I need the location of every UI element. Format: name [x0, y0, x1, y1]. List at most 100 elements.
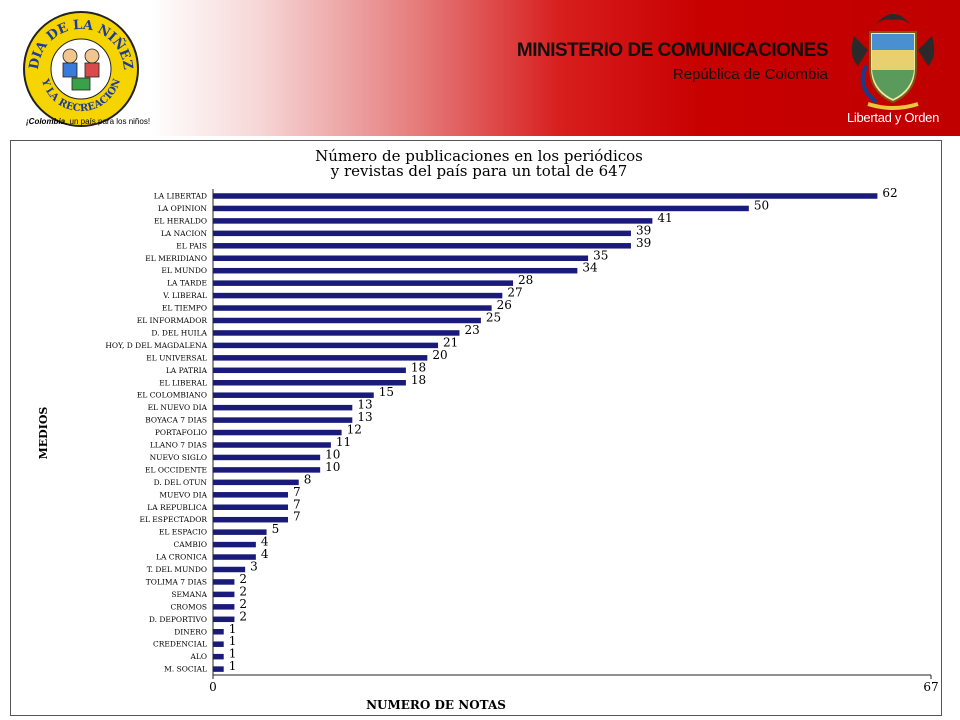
bar	[213, 529, 267, 535]
category-label: CREDENCIAL	[153, 640, 207, 649]
category-label: EL MUNDO	[161, 266, 207, 275]
category-label: EL PAIS	[176, 241, 207, 250]
x-tick-label: 67	[923, 680, 938, 694]
value-label: 34	[582, 261, 598, 275]
value-label: 1	[229, 634, 237, 648]
category-label: HOY, D DEL MAGDALENA	[105, 341, 207, 350]
category-label: EL OCCIDENTE	[145, 465, 207, 474]
x-axis-label: NUMERO DE NOTAS	[366, 698, 506, 712]
category-label: TOLIMA 7 DIAS	[146, 577, 207, 586]
motto: Libertad y Orden	[846, 110, 940, 125]
bar	[213, 218, 653, 224]
value-label: 12	[347, 423, 362, 437]
category-label: D. DEL OTUN	[154, 478, 208, 487]
category-label: LA REPUBLICA	[147, 503, 207, 512]
bar	[213, 579, 235, 585]
category-label: LA TARDE	[167, 279, 207, 288]
bar	[213, 417, 353, 423]
category-label: EL HERALDO	[154, 216, 207, 225]
category-label: EL ESPACIO	[159, 528, 207, 537]
bar	[213, 255, 589, 261]
bar	[213, 442, 331, 448]
value-label: 26	[497, 298, 512, 312]
bar	[213, 392, 374, 398]
value-label: 1	[229, 659, 237, 673]
value-label: 39	[636, 236, 651, 250]
bar	[213, 516, 289, 523]
category-label: CAMBIO	[174, 540, 207, 549]
value-label: 13	[357, 410, 372, 424]
category-label: LA LIBERTAD	[154, 192, 207, 201]
bar	[213, 317, 481, 324]
value-label: 2	[239, 609, 247, 623]
category-label: MUEVO DIA	[159, 490, 207, 499]
bar-chart: Número de publicaciones en los periódico…	[37, 147, 939, 712]
value-label: 2	[239, 597, 247, 611]
bar	[213, 355, 428, 361]
category-label: EL ESPECTADOR	[139, 515, 207, 524]
bar	[213, 230, 631, 237]
chart-title-line-2: y revistas del país para un total de 647	[330, 162, 628, 180]
value-label: 25	[486, 311, 501, 325]
bar	[213, 541, 256, 548]
value-label: 41	[657, 211, 672, 225]
category-label: T. DEL MUNDO	[147, 565, 207, 574]
value-label: 8	[304, 472, 312, 486]
bar	[213, 504, 289, 510]
value-label: 18	[411, 360, 426, 374]
category-label: NUEVO SIGLO	[150, 453, 207, 462]
category-label: EL UNIVERSAL	[146, 353, 207, 362]
category-label: EL LIBERAL	[159, 378, 207, 387]
bar	[213, 193, 878, 199]
bar	[213, 243, 631, 249]
value-label: 7	[293, 510, 301, 524]
bar	[213, 454, 321, 461]
category-label: V. LIBERAL	[162, 291, 207, 300]
value-label: 2	[239, 572, 247, 586]
bar	[213, 342, 439, 349]
logo-tagline-rest: , un país para los niños!	[65, 117, 151, 126]
value-label: 1	[229, 622, 237, 636]
value-label: 13	[357, 398, 372, 412]
category-label: DINERO	[174, 627, 207, 636]
bar	[213, 467, 321, 473]
value-label: 7	[293, 497, 301, 511]
category-label: EL TIEMPO	[162, 304, 207, 313]
bar	[213, 305, 492, 311]
bar	[213, 280, 514, 286]
bar	[213, 616, 235, 623]
category-label: LA NACION	[161, 229, 208, 238]
category-label: EL COLOMBIANO	[137, 391, 207, 400]
value-label: 21	[443, 335, 458, 349]
category-label: CROMOS	[170, 602, 207, 611]
value-label: 5	[272, 522, 280, 536]
bar	[213, 653, 224, 660]
bar	[213, 666, 224, 672]
bar	[213, 629, 224, 635]
ministry-title: MINISTERIO DE COMUNICACIONES	[516, 40, 829, 61]
category-label: LA CRONICA	[156, 553, 208, 562]
value-label: 62	[882, 186, 897, 200]
logo-tagline-bold: ¡Colombia	[26, 117, 66, 126]
value-label: 28	[518, 273, 533, 287]
category-label: M. SOCIAL	[164, 665, 207, 674]
value-label: 20	[432, 348, 447, 362]
bar	[213, 591, 235, 598]
bar	[213, 479, 299, 486]
category-label: SEMANA	[171, 590, 207, 599]
category-label: D. DEL HUILA	[151, 328, 207, 337]
bar	[213, 380, 406, 386]
chart-title-line-1: Número de publicaciones en los periódico…	[315, 147, 643, 165]
value-label: 27	[507, 286, 522, 300]
category-label: LA PATRIA	[166, 366, 208, 375]
bar	[213, 641, 224, 647]
value-label: 18	[411, 373, 426, 387]
bar	[213, 492, 289, 498]
bar	[213, 367, 406, 374]
bar	[213, 292, 503, 299]
bar	[213, 566, 246, 573]
value-label: 2	[239, 584, 247, 598]
category-label: PORTAFOLIO	[155, 428, 207, 437]
x-tick-label: 0	[209, 680, 217, 694]
